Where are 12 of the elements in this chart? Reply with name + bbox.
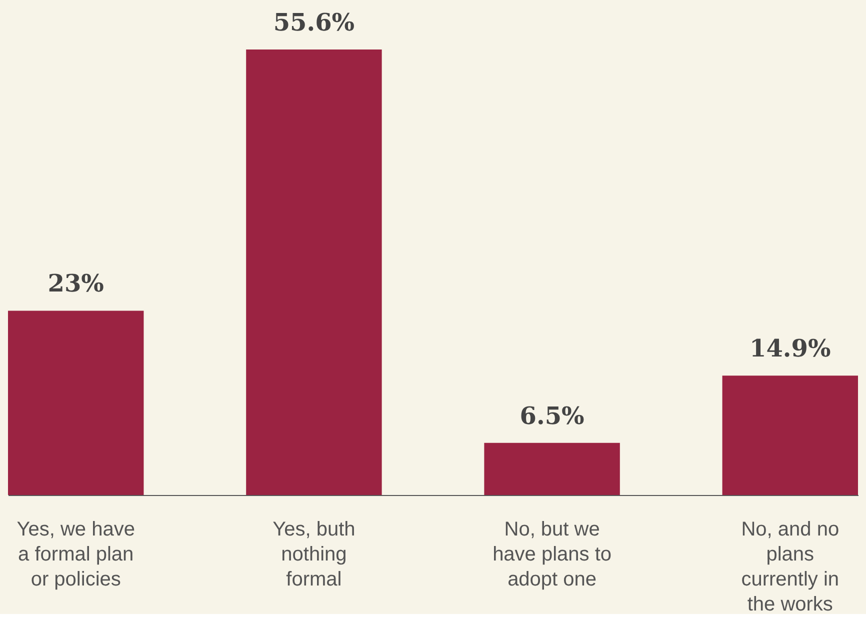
bar	[484, 442, 620, 495]
x-tick-label: No, and no plans currently in the works	[741, 518, 840, 616]
x-tick-label: No, but we have plans to adopt one	[492, 518, 612, 590]
data-label: 14.9%	[750, 334, 831, 363]
bar	[722, 376, 858, 495]
data-label: 6.5%	[520, 400, 585, 430]
data-label: 55.6%	[273, 8, 355, 37]
x-tick-label: Yes, buth nothing formal	[272, 518, 356, 590]
data-label: 23%	[48, 268, 104, 298]
bar	[246, 50, 382, 495]
bar	[8, 310, 144, 495]
x-tick-label: Yes, we have a formal plan or policies	[16, 518, 135, 590]
